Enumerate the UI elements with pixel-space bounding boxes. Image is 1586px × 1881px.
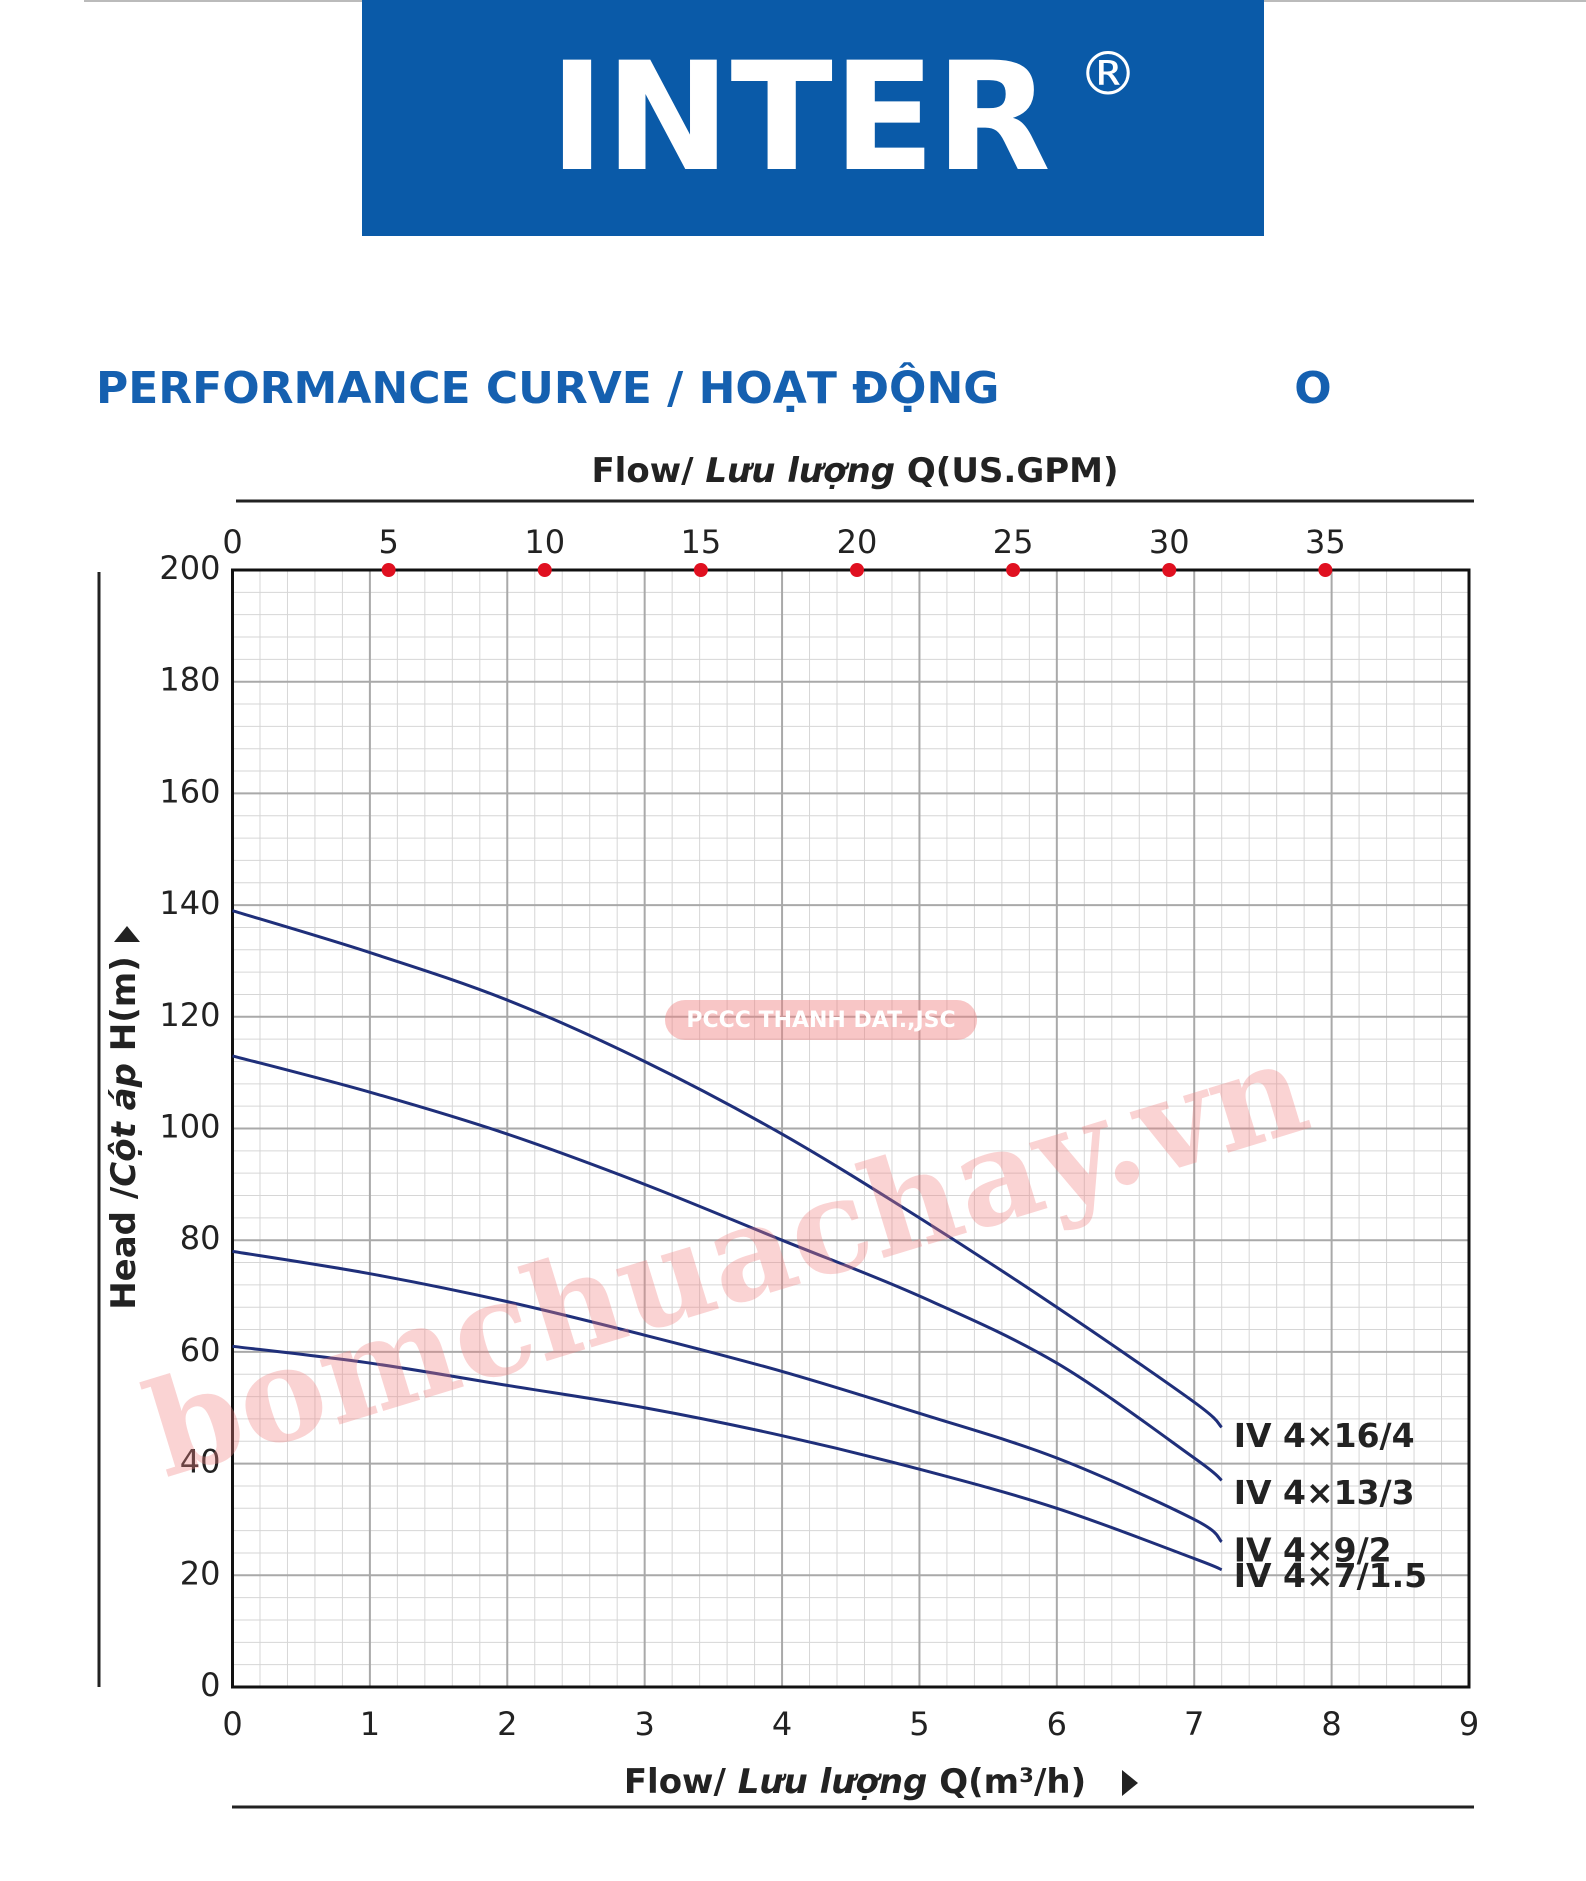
series-label: IV 4×9/2 [1234, 1530, 1392, 1569]
x-tick-label: 1 [360, 1705, 380, 1743]
x-label-part: Lưu lượng [738, 1762, 928, 1802]
x2-label-part: Flow/ [591, 451, 705, 491]
curve [232, 1054, 1223, 1482]
series-label: IV 4×7/1.5 [1234, 1556, 1427, 1595]
y-tick-label: 180 [159, 661, 220, 699]
marks: IV 4×16/4 IV 4×13/3 IV 4×9/2IV 4×7/1.5 [232, 909, 1427, 1595]
y-tick-label: 120 [159, 996, 220, 1034]
y-label-part: Cột áp [104, 1063, 144, 1187]
x2-label: Flow/ Lưu lượng Q(US.GPM) [591, 451, 1118, 491]
x2-tick-dot [1318, 563, 1333, 577]
x2-tick-label: 0 [222, 523, 242, 561]
y-tick-label: 200 [159, 549, 220, 587]
x-tick-label: 0 [222, 1705, 242, 1743]
x-tick-label: 7 [1184, 1705, 1204, 1743]
x2-tick-dot [1162, 563, 1177, 577]
curve [232, 909, 1223, 1429]
x-tick-label: 9 [1459, 1705, 1479, 1743]
curve [232, 1344, 1223, 1572]
y-tick-label: 80 [180, 1219, 221, 1257]
x2-tick-label: 20 [837, 523, 878, 561]
watermark: bomchuachay.vn [130, 1010, 1324, 1508]
watermark-badge [665, 1000, 977, 1040]
brand-mark: ® [1078, 40, 1138, 110]
y-tick-label: 140 [159, 884, 220, 922]
y-label: Head /Cột áp H(m) [104, 956, 144, 1310]
y-tick-label: 100 [159, 1108, 220, 1146]
series-label: IV 4×16/4 [1234, 1416, 1415, 1455]
y-tick-label: 20 [180, 1554, 221, 1592]
x2-tick-label: 35 [1305, 523, 1346, 561]
title-right: O [1294, 363, 1331, 414]
x2-label-part: Q(US.GPM) [895, 451, 1119, 491]
x2-tick-label: 10 [524, 523, 565, 561]
brand-box [362, 0, 1264, 236]
y-label-part: Head / [104, 1186, 144, 1310]
x2-tick-label: 15 [681, 523, 722, 561]
x2-label-part: Lưu lượng [705, 451, 895, 491]
brand: INTER [549, 31, 1051, 205]
x2-tick-dot [1006, 563, 1021, 577]
x2-tick-label: 25 [993, 523, 1034, 561]
x2-tick-label: 5 [378, 523, 398, 561]
watermark: PCCC THANH DAT.,JSC [686, 1008, 955, 1033]
x-tick-label: 2 [497, 1705, 517, 1743]
x-label-part: Q(m³/h) [927, 1762, 1086, 1802]
x2-tick-dot [693, 563, 708, 577]
x2-tick-dot [381, 563, 396, 577]
series-label: IV 4×13/3 [1234, 1473, 1415, 1512]
x-tick-label: 4 [772, 1705, 792, 1743]
x-tick-label: 8 [1321, 1705, 1341, 1743]
x2-tick-dot [537, 563, 552, 577]
x-tick-label: 3 [634, 1705, 654, 1743]
y-label-part: H(m) [104, 956, 144, 1063]
chart-title: PERFORMANCE CURVE / HOẠT ĐỘNG [96, 361, 999, 414]
curve [232, 1249, 1223, 1543]
x-tick-label: 6 [1047, 1705, 1067, 1743]
x-label: Flow/ Lưu lượng Q(m³/h) [624, 1762, 1086, 1802]
x-tick-label: 5 [909, 1705, 929, 1743]
y-tick-label: 40 [180, 1443, 221, 1481]
x2-tick-dot [849, 563, 864, 577]
y-tick-label: 0 [200, 1666, 220, 1704]
y-tick-label: 60 [180, 1331, 221, 1369]
x-label-part: Flow/ [624, 1762, 738, 1802]
y-arrow [114, 926, 140, 942]
x-arrow [1122, 1770, 1138, 1796]
x2-tick-label: 30 [1149, 523, 1190, 561]
y-tick-label: 160 [159, 772, 220, 810]
